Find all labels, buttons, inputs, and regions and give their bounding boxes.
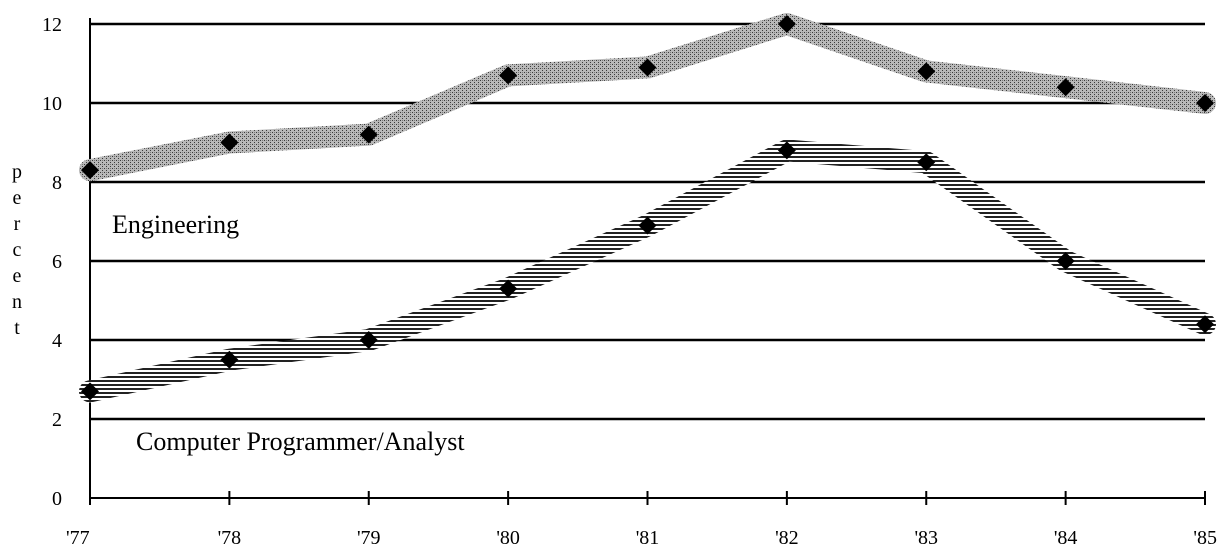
data-point — [499, 279, 518, 298]
data-point — [1056, 252, 1075, 270]
y-tick-label: 10 — [42, 93, 62, 115]
y-axis-label-letter: c — [13, 239, 22, 261]
y-axis-label-letter: p — [12, 161, 22, 183]
y-axis-label-letter: r — [14, 213, 21, 235]
x-tick-label: '82 — [775, 527, 799, 549]
x-tick-label: '78 — [218, 527, 242, 549]
gridlines — [90, 22, 1205, 421]
data-point — [359, 331, 378, 349]
chart-text: 024681012'77'78'79'80'81'82'83'84'85perc… — [12, 14, 1217, 549]
y-tick-label: 8 — [52, 172, 62, 194]
y-tick-label: 2 — [52, 409, 62, 431]
y-tick-label: 12 — [42, 14, 62, 36]
data-point — [638, 58, 657, 77]
data-point — [359, 125, 378, 144]
y-tick-label: 6 — [52, 251, 62, 273]
x-tick-label: '80 — [496, 527, 520, 549]
data-point — [917, 153, 936, 172]
y-axis-label-letter: e — [13, 187, 22, 209]
x-tick-label: '85 — [1193, 527, 1217, 549]
series-line — [79, 139, 1216, 403]
y-axis-label-letter: n — [12, 291, 22, 313]
y-axis-label-letter: t — [14, 317, 20, 339]
data-point — [1196, 94, 1214, 112]
series-line — [79, 13, 1216, 182]
series-label: Engineering — [112, 210, 239, 239]
data-point — [638, 216, 657, 235]
data-markers — [81, 15, 1214, 401]
x-tick-label: '79 — [357, 527, 381, 549]
data-point — [220, 350, 239, 369]
data-point — [917, 62, 936, 81]
data-point — [81, 161, 99, 180]
series-label: Computer Programmer/Analyst — [136, 427, 465, 456]
x-tick-label: '81 — [636, 527, 660, 549]
data-point — [1196, 315, 1214, 334]
y-tick-label: 0 — [52, 488, 62, 510]
y-tick-label: 4 — [52, 330, 62, 352]
x-tick-label: '84 — [1054, 527, 1078, 549]
data-point — [777, 15, 796, 33]
data-point — [220, 133, 239, 152]
x-tick-label: '83 — [914, 527, 938, 549]
data-point — [499, 66, 518, 85]
series-ribbons — [79, 13, 1216, 403]
y-axis-label-letter: e — [13, 265, 22, 287]
data-point — [1056, 78, 1075, 97]
data-point — [81, 382, 99, 401]
data-point — [777, 141, 796, 160]
x-tick-label: '77 — [66, 527, 90, 549]
axes — [89, 18, 1206, 505]
